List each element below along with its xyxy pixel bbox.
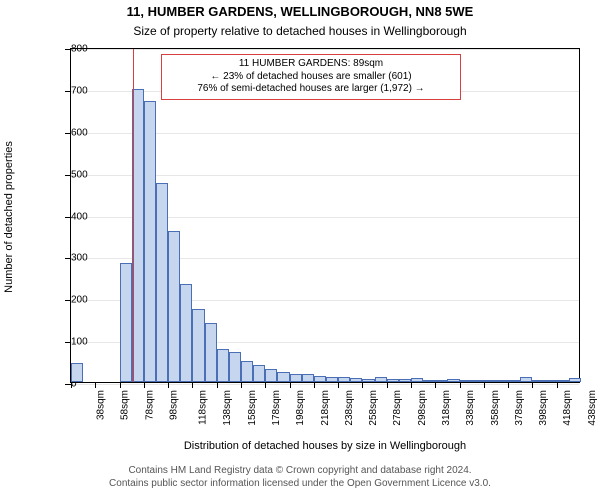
- x-tick-label: 418sqm: [563, 390, 574, 426]
- x-tick-label: 58sqm: [120, 390, 131, 420]
- x-tick-label: 178sqm: [271, 390, 282, 426]
- histogram-bar: [411, 378, 423, 382]
- x-tick-label: 398sqm: [538, 390, 549, 426]
- histogram-bar: [399, 379, 411, 382]
- histogram-bar: [569, 378, 581, 382]
- x-tick-label: 438sqm: [587, 390, 598, 426]
- x-tick-label: 78sqm: [144, 390, 155, 420]
- histogram-bar: [375, 377, 387, 382]
- histogram-bar: [350, 378, 362, 382]
- histogram-bar: [326, 377, 338, 382]
- histogram-bar: [277, 372, 289, 382]
- x-tick: [411, 382, 412, 388]
- histogram-bar: [338, 377, 350, 382]
- histogram-bar: [144, 101, 156, 382]
- histogram-bar: [447, 379, 459, 382]
- histogram-bar: [241, 361, 253, 382]
- x-tick-label: 38sqm: [96, 390, 107, 420]
- histogram-bar: [290, 374, 302, 382]
- histogram-bar: [362, 379, 374, 382]
- histogram-bar: [520, 377, 532, 382]
- x-tick-label: 238sqm: [344, 390, 355, 426]
- histogram-bar: [302, 374, 314, 382]
- x-tick-label: 218sqm: [320, 390, 331, 426]
- x-tick: [120, 382, 121, 388]
- x-tick: [192, 382, 193, 388]
- callout-line: 76% of semi-detached houses are larger (…: [168, 83, 454, 96]
- x-tick-label: 378sqm: [514, 390, 525, 426]
- histogram-bar: [71, 363, 83, 382]
- histogram-bar: [435, 380, 447, 383]
- footnote: Contains HM Land Registry data © Crown c…: [0, 465, 600, 490]
- footnote-line: Contains HM Land Registry data © Crown c…: [0, 465, 600, 478]
- histogram-bar: [460, 380, 472, 383]
- x-tick: [532, 382, 533, 388]
- histogram-bar: [192, 309, 204, 382]
- x-tick-label: 358sqm: [490, 390, 501, 426]
- chart-subtitle: Size of property relative to detached ho…: [0, 24, 600, 38]
- x-tick: [217, 382, 218, 388]
- histogram-bar: [532, 380, 544, 382]
- histogram-bar: [229, 352, 241, 382]
- histogram-bar: [557, 380, 569, 382]
- x-tick-label: 158sqm: [247, 390, 258, 426]
- histogram-bar: [496, 380, 508, 382]
- x-tick: [484, 382, 485, 388]
- grid-line: [71, 49, 579, 50]
- x-tick-label: 118sqm: [197, 390, 208, 425]
- histogram-bar: [508, 380, 520, 382]
- histogram-bar: [253, 365, 265, 382]
- x-tick: [508, 382, 509, 388]
- x-tick-label: 278sqm: [393, 390, 404, 426]
- histogram-bar: [423, 380, 435, 383]
- histogram-bar: [265, 369, 277, 382]
- x-tick-label: 138sqm: [223, 390, 234, 426]
- histogram-bar: [484, 380, 496, 383]
- x-tick-label: 258sqm: [368, 390, 379, 426]
- histogram-bar: [472, 380, 484, 382]
- x-tick-label: 198sqm: [295, 390, 306, 426]
- x-tick: [265, 382, 266, 388]
- x-tick: [338, 382, 339, 388]
- x-tick: [144, 382, 145, 388]
- x-tick: [168, 382, 169, 388]
- histogram-bar: [180, 284, 192, 382]
- histogram-bar: [120, 263, 132, 382]
- footnote-line: Contains public sector information licen…: [0, 478, 600, 491]
- x-tick: [314, 382, 315, 388]
- x-tick: [95, 382, 96, 388]
- histogram-bar: [168, 231, 180, 382]
- x-tick: [71, 382, 72, 388]
- x-tick: [241, 382, 242, 388]
- x-tick-label: 298sqm: [417, 390, 428, 426]
- x-tick: [557, 382, 558, 388]
- plot-area: 0100200300400500600700800Number of detac…: [70, 48, 580, 383]
- callout-box: 11 HUMBER GARDENS: 89sqm← 23% of detache…: [161, 54, 461, 100]
- x-tick-label: 338sqm: [465, 390, 476, 426]
- y-axis-label: Number of detached properties: [3, 49, 15, 384]
- x-tick: [435, 382, 436, 388]
- histogram-bar: [314, 376, 326, 382]
- callout-line: 11 HUMBER GARDENS: 89sqm: [168, 58, 454, 71]
- x-tick: [290, 382, 291, 388]
- x-axis-label: Distribution of detached houses by size …: [71, 440, 579, 452]
- histogram-bar: [217, 349, 229, 382]
- histogram-bar: [156, 183, 168, 382]
- callout-line: ← 23% of detached houses are smaller (60…: [168, 71, 454, 84]
- x-tick: [362, 382, 363, 388]
- histogram-bar: [545, 380, 557, 382]
- marker-line: [133, 49, 134, 382]
- grid-line: [71, 384, 579, 385]
- chart-title: 11, HUMBER GARDENS, WELLINGBOROUGH, NN8 …: [0, 4, 600, 19]
- histogram-bar: [205, 323, 217, 382]
- histogram-bar: [387, 379, 399, 382]
- x-tick-label: 98sqm: [168, 390, 179, 420]
- x-tick: [460, 382, 461, 388]
- x-tick-label: 318sqm: [441, 390, 452, 426]
- figure: 11, HUMBER GARDENS, WELLINGBOROUGH, NN8 …: [0, 0, 600, 500]
- x-tick: [387, 382, 388, 388]
